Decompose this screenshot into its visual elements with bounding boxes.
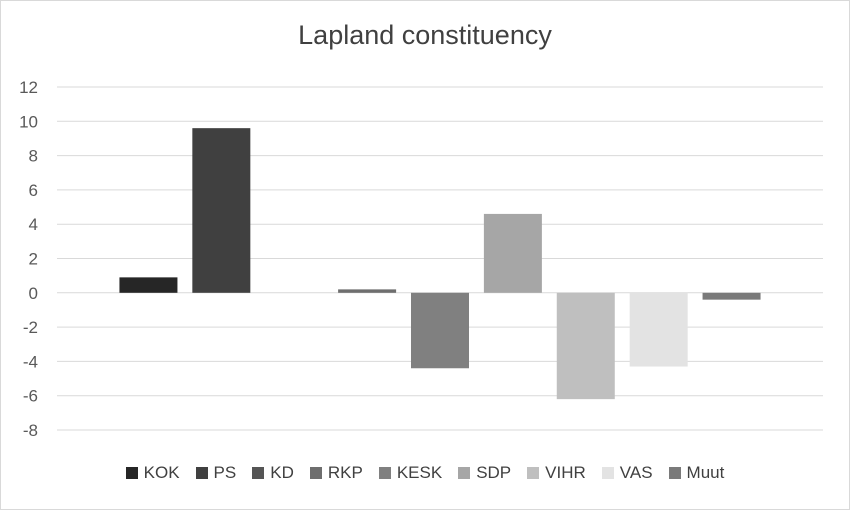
y-tick-label: -4 — [23, 352, 38, 371]
legend-label: Muut — [686, 463, 725, 482]
bar-muut — [702, 292, 761, 300]
y-axis-ticks: 12 10 8 6 4 2 0 -2 -4 -6 -8 — [19, 78, 38, 440]
bars — [119, 128, 761, 400]
gridlines — [57, 86, 823, 431]
legend-label: KD — [270, 463, 294, 482]
legend-item-kd: KD — [252, 463, 294, 483]
legend-item-rkp: RKP — [309, 463, 363, 483]
legend-item-kok: KOK — [125, 463, 180, 483]
legend-swatch — [125, 467, 138, 479]
legend-item-kesk: KESK — [378, 463, 443, 483]
legend-label: SDP — [476, 463, 512, 482]
bar-vihr — [556, 292, 615, 400]
legend-swatch — [527, 467, 540, 479]
y-tick-label: 12 — [19, 78, 38, 97]
y-tick-label: 8 — [29, 147, 38, 166]
legend-swatch — [601, 467, 614, 479]
chart-title: Lapland constituency — [298, 20, 552, 50]
legend-label: VIHR — [545, 463, 586, 482]
y-tick-label: 2 — [29, 250, 38, 269]
legend-item-sdp: SDP — [458, 463, 511, 483]
legend-item-muut: Muut — [668, 463, 725, 483]
legend-label: RKP — [327, 463, 363, 482]
legend-item-vihr: VIHR — [527, 463, 586, 483]
legend: KOK PS KD RKP KESK SDP VIHR VAS Muut — [0, 463, 850, 483]
legend-item-vas: VAS — [601, 463, 653, 483]
legend-swatch — [252, 467, 265, 479]
bar-ps — [192, 128, 251, 293]
legend-label: VAS — [619, 463, 653, 482]
y-tick-label: 0 — [29, 284, 38, 303]
y-tick-label: -8 — [23, 421, 38, 440]
legend-swatch — [668, 467, 681, 479]
legend-item-ps: PS — [195, 463, 237, 483]
legend-swatch — [458, 467, 471, 479]
bar-rkp — [338, 289, 397, 293]
bar-kesk — [411, 292, 469, 369]
legend-swatch — [309, 467, 322, 479]
y-tick-label: 4 — [29, 215, 38, 234]
y-tick-label: 10 — [19, 112, 38, 131]
bar-kok — [119, 277, 178, 293]
y-tick-label: -6 — [23, 387, 38, 406]
legend-label: KESK — [396, 463, 443, 482]
bar-sdp — [483, 213, 542, 293]
legend-label: PS — [213, 463, 237, 482]
bar-vas — [629, 292, 688, 367]
legend-swatch — [195, 467, 208, 479]
legend-swatch — [378, 467, 391, 479]
legend-label: KOK — [143, 463, 180, 482]
y-tick-label: 6 — [29, 181, 38, 200]
y-tick-label: -2 — [23, 318, 38, 337]
